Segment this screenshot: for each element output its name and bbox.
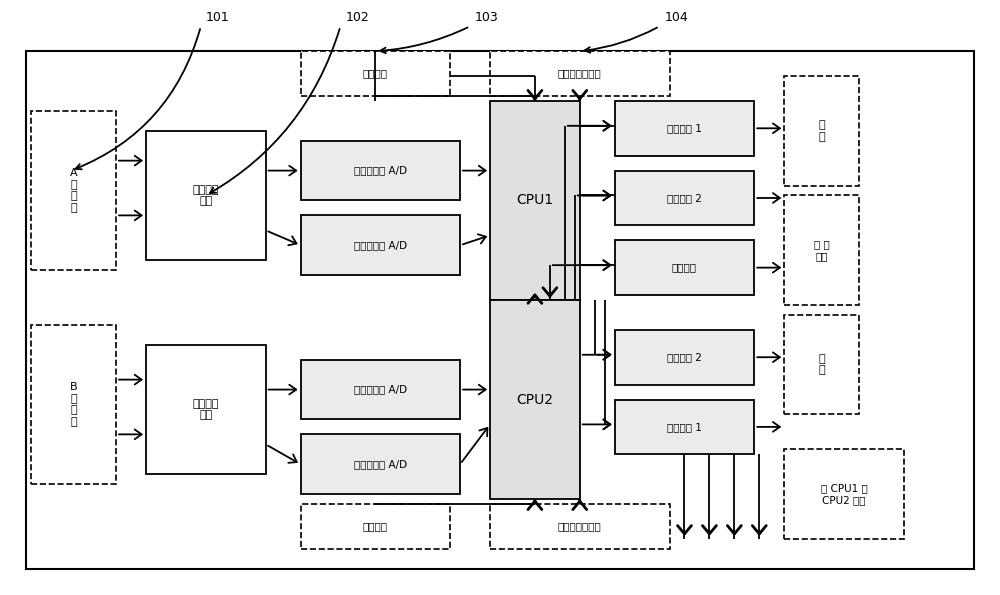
Text: 主轨道电路 A/D: 主轨道电路 A/D [354,384,407,394]
Text: 输入隔离
电路: 输入隔离 电路 [193,399,219,420]
Text: CPU2: CPU2 [516,393,553,406]
Text: 小轨道检查条件: 小轨道检查条件 [558,521,602,531]
Text: 103: 103 [475,11,499,24]
Text: CPU1: CPU1 [516,193,553,208]
Bar [301,360,460,419]
Bar [490,101,580,300]
Text: 104: 104 [665,11,688,24]
Bar [301,215,460,275]
Text: 报 警
条件: 报 警 条件 [814,239,829,261]
Text: A
主
机
入: A 主 机 入 [70,168,77,213]
Bar [615,330,754,384]
Bar [784,315,859,415]
Bar [615,240,754,295]
Bar [784,196,859,305]
Text: 小轨道电路 A/D: 小轨道电路 A/D [354,459,407,469]
Text: 主轨道电路 A/D: 主轨道电路 A/D [354,165,407,176]
Text: 输
出: 输 出 [818,354,825,375]
Text: 输
出: 输 出 [818,120,825,142]
Text: 至 CPU1 及
CPU2 检查: 至 CPU1 及 CPU2 检查 [821,483,867,505]
Text: 载频选择: 载频选择 [363,68,388,79]
Text: 安全与门 2: 安全与门 2 [667,352,702,362]
Text: 101: 101 [206,11,230,24]
Bar [615,399,754,454]
Text: 载频选择: 载频选择 [363,521,388,531]
Bar [615,101,754,156]
Bar [784,76,859,186]
Text: 安全与门 1: 安全与门 1 [667,123,702,133]
Bar [301,141,460,201]
Bar [301,434,460,494]
Text: 安全与门 2: 安全与门 2 [667,193,702,203]
Bar [26,51,974,569]
Bar [301,504,450,549]
Bar [31,111,116,270]
Bar [146,131,266,260]
Text: 输入隔离
电路: 输入隔离 电路 [193,184,219,206]
Text: 安全与门 1: 安全与门 1 [667,422,702,432]
Bar [490,300,580,499]
Text: B
并
机
入: B 并 机 入 [70,382,77,427]
Bar [301,51,450,96]
Bar [31,325,116,484]
Bar [784,449,904,539]
Text: 102: 102 [345,11,369,24]
Text: 小轨道电路 A/D: 小轨道电路 A/D [354,240,407,250]
Bar [146,345,266,474]
Bar [615,171,754,226]
Text: 故障检查: 故障检查 [672,262,697,273]
Text: 小轨道检查条件: 小轨道检查条件 [558,68,602,79]
Bar [490,504,670,549]
Bar [490,51,670,96]
